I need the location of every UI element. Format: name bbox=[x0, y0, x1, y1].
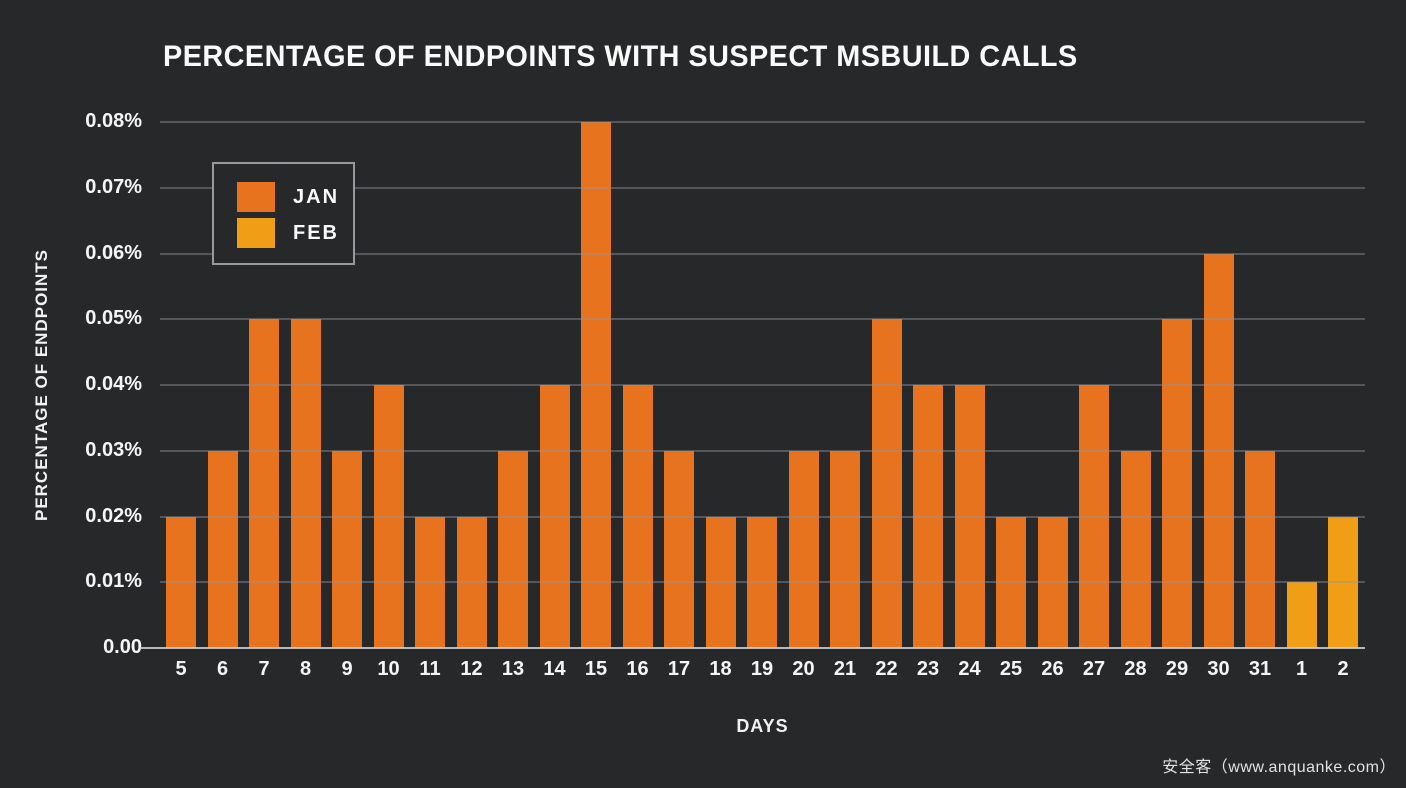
x-tick-label: 26 bbox=[1041, 658, 1064, 680]
x-tick-label: 5 bbox=[175, 658, 187, 680]
bar-jan-16 bbox=[622, 385, 653, 648]
bar-jan-9 bbox=[332, 450, 362, 648]
chart-title: PERCENTAGE OF ENDPOINTS WITH SUSPECT MSB… bbox=[163, 40, 1078, 73]
bar-jan-28 bbox=[1120, 450, 1151, 648]
x-tick-label: 24 bbox=[958, 658, 981, 680]
y-tick-label: 0.01% bbox=[85, 570, 142, 593]
bar-feb-2 bbox=[1328, 516, 1358, 648]
x-tick-label: 16 bbox=[626, 658, 649, 680]
bar-jan-29 bbox=[1162, 319, 1192, 648]
y-tick-label: 0.08% bbox=[85, 110, 142, 132]
bar-jan-22 bbox=[871, 319, 902, 648]
x-tick-label: 31 bbox=[1248, 658, 1272, 680]
bar-jan-31 bbox=[1245, 450, 1275, 648]
x-tick-label: 29 bbox=[1165, 658, 1189, 680]
x-tick-label: 20 bbox=[792, 658, 815, 680]
gridline bbox=[160, 581, 1365, 584]
x-tick-label: 2 bbox=[1337, 658, 1349, 680]
x-tick-label: 30 bbox=[1207, 658, 1230, 680]
gridline bbox=[160, 449, 1365, 452]
x-tick-label: 13 bbox=[501, 658, 525, 680]
x-tick-label: 1 bbox=[1295, 658, 1308, 680]
x-tick-label: 9 bbox=[341, 658, 353, 680]
bar-jan-7 bbox=[249, 319, 279, 648]
legend-swatch-feb bbox=[237, 218, 275, 248]
gridline bbox=[160, 186, 1365, 189]
x-tick-label: 11 bbox=[419, 658, 441, 680]
x-tick-label: 10 bbox=[377, 658, 400, 680]
gridline bbox=[160, 121, 1365, 123]
bar-jan-11 bbox=[415, 516, 445, 648]
x-tick-label: 15 bbox=[584, 658, 608, 680]
bar-jan-30 bbox=[1203, 253, 1234, 648]
bar-feb-1 bbox=[1286, 582, 1317, 648]
bar-jan-26 bbox=[1037, 516, 1068, 648]
x-tick-label: 12 bbox=[460, 658, 483, 680]
legend-label-feb: FEB bbox=[293, 222, 339, 244]
gridline bbox=[160, 384, 1365, 386]
y-tick-label: 0.00 bbox=[103, 636, 142, 658]
bar-jan-23 bbox=[913, 385, 943, 648]
gridline bbox=[160, 252, 1365, 255]
y-tick-label: 0.06% bbox=[85, 241, 142, 264]
legend-swatch-jan bbox=[237, 182, 275, 212]
bar-jan-24 bbox=[954, 385, 985, 648]
x-tick-label: 27 bbox=[1082, 658, 1106, 680]
bar-jan-20 bbox=[788, 450, 819, 648]
bar-jan-14 bbox=[539, 385, 570, 648]
bar-jan-10 bbox=[373, 385, 404, 648]
x-tick-label: 17 bbox=[667, 658, 691, 680]
bar-jan-15 bbox=[581, 122, 611, 648]
bar-jan-13 bbox=[498, 450, 528, 648]
x-tick-label: 7 bbox=[258, 658, 270, 680]
x-axis-line bbox=[140, 647, 1365, 649]
bar-jan-17 bbox=[664, 450, 694, 648]
x-tick-label: 18 bbox=[709, 658, 732, 680]
x-tick-labels: 5 6 7 8 9 10 11 12 13 14 15 16 17 18 19 20 21 22 23 24 25 26 2… bbox=[166, 658, 1358, 681]
bar-jan-27 bbox=[1079, 385, 1109, 648]
bar-jan-21 bbox=[830, 450, 860, 648]
bar-jan-8 bbox=[290, 319, 321, 648]
legend-label-jan: JAN bbox=[293, 186, 340, 208]
bar-jan-18 bbox=[705, 516, 736, 648]
watermark: 安全客（www.anquanke.com） bbox=[1162, 759, 1396, 776]
y-tick-label: 0.02% bbox=[85, 504, 142, 527]
x-tick-label: 28 bbox=[1124, 658, 1147, 680]
x-axis-title: DAYS bbox=[736, 716, 789, 736]
x-tick-label: 25 bbox=[999, 658, 1023, 680]
x-tick-label: 21 bbox=[833, 658, 857, 680]
y-tick-label: 0.05% bbox=[85, 307, 142, 330]
gridline bbox=[160, 515, 1365, 518]
gridline bbox=[160, 318, 1365, 321]
legend: JAN FEB bbox=[212, 162, 355, 265]
y-tick-label: 0.04% bbox=[85, 373, 142, 395]
bar-jan-5 bbox=[166, 516, 196, 648]
bar-jan-12 bbox=[456, 516, 487, 648]
x-tick-label: 6 bbox=[216, 658, 229, 680]
x-tick-label: 19 bbox=[750, 658, 774, 680]
x-tick-label: 23 bbox=[916, 658, 940, 680]
bar-jan-19 bbox=[747, 516, 777, 648]
bar-jan-25 bbox=[996, 516, 1026, 648]
bar-jan-6 bbox=[207, 450, 238, 648]
x-tick-label: 22 bbox=[875, 658, 898, 680]
x-tick-label: 14 bbox=[543, 658, 566, 680]
y-tick-label: 0.03% bbox=[85, 438, 142, 461]
y-tick-label: 0.07% bbox=[85, 175, 142, 198]
x-tick-label: 8 bbox=[299, 658, 312, 680]
bar-group bbox=[166, 122, 1358, 648]
